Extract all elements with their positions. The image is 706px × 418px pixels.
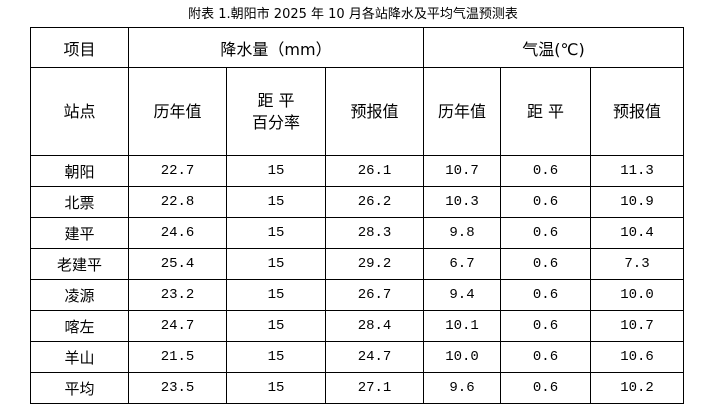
value-cell: 15 — [226, 341, 326, 373]
header-cell: 距 平百分率 — [226, 67, 326, 156]
value-cell: 15 — [226, 310, 326, 342]
value-cell: 11.3 — [590, 155, 684, 187]
station-cell: 平均 — [30, 372, 129, 404]
value-cell: 27.1 — [325, 372, 424, 404]
value-cell: 22.7 — [128, 155, 227, 187]
data-row: 老建平 25.4 15 29.2 6.7 0.6 7.3 — [30, 248, 684, 280]
value-cell: 15 — [226, 372, 326, 404]
column-header-row: 站点 历年值距 平百分率 预报值 历年值距 平预报值 — [30, 67, 684, 156]
header-cell: 项目 — [30, 27, 129, 68]
value-cell: 10.7 — [590, 310, 684, 342]
value-cell: 23.2 — [128, 279, 227, 311]
value-cell: 28.3 — [325, 217, 424, 249]
value-cell: 21.5 — [128, 341, 227, 373]
value-cell: 0.6 — [500, 372, 591, 404]
value-cell: 26.7 — [325, 279, 424, 311]
data-row: 建平 24.6 15 28.3 9.8 0.6 10.4 — [30, 217, 684, 249]
value-cell: 26.2 — [325, 186, 424, 218]
header-cell: 预报值 — [590, 67, 684, 156]
value-cell: 15 — [226, 279, 326, 311]
header-line: 百分率 — [251, 112, 300, 132]
value-cell: 22.8 — [128, 186, 227, 218]
value-cell: 0.6 — [500, 310, 591, 342]
station-cell: 北票 — [30, 186, 129, 218]
forecast-table: 项目 降水量（mm） 气温(℃) 站点 历年值距 平百分率 预报值 历年值距 平预报值… — [30, 27, 684, 404]
value-cell: 24.7 — [128, 310, 227, 342]
station-cell: 建平 — [30, 217, 129, 249]
value-cell: 10.0 — [423, 341, 501, 373]
value-cell: 10.4 — [590, 217, 684, 249]
data-row: 朝阳 22.7 15 26.1 10.7 0.6 11.3 — [30, 155, 684, 187]
header-cell: 历年值 — [128, 67, 227, 156]
value-cell: 15 — [226, 186, 326, 218]
group-header-row: 项目 降水量（mm） 气温(℃) — [30, 27, 684, 68]
value-cell: 7.3 — [590, 248, 684, 280]
value-cell: 24.6 — [128, 217, 227, 249]
data-row: 喀左 24.7 15 28.4 10.1 0.6 10.7 — [30, 310, 684, 342]
table-title: 附表 1.朝阳市 2025 年 10 月各站降水及平均气温预测表 — [188, 7, 518, 22]
value-cell: 9.8 — [423, 217, 501, 249]
value-cell: 10.0 — [590, 279, 684, 311]
value-cell: 9.6 — [423, 372, 501, 404]
value-cell: 26.1 — [325, 155, 424, 187]
value-cell: 15 — [226, 155, 326, 187]
header-cell: 站点 — [30, 67, 129, 156]
value-cell: 0.6 — [500, 341, 591, 373]
station-cell: 喀左 — [30, 310, 129, 342]
value-cell: 0.6 — [500, 248, 591, 280]
value-cell: 15 — [226, 217, 326, 249]
value-cell: 15 — [226, 248, 326, 280]
station-cell: 朝阳 — [30, 155, 129, 187]
header-line: 距 平 — [257, 90, 295, 110]
station-cell: 凌源 — [30, 279, 129, 311]
value-cell: 29.2 — [325, 248, 424, 280]
value-cell: 25.4 — [128, 248, 227, 280]
value-cell: 10.3 — [423, 186, 501, 218]
value-cell: 0.6 — [500, 279, 591, 311]
value-cell: 0.6 — [500, 217, 591, 249]
value-cell: 0.6 — [500, 186, 591, 218]
data-row: 羊山 21.5 15 24.7 10.0 0.6 10.6 — [30, 341, 684, 373]
header-cell: 预报值 — [325, 67, 424, 156]
data-row: 凌源 23.2 15 26.7 9.4 0.6 10.0 — [30, 279, 684, 311]
header-cell: 距 平 — [500, 67, 591, 156]
value-cell: 24.7 — [325, 341, 424, 373]
header-cell: 气温(℃) — [423, 27, 684, 68]
station-cell: 羊山 — [30, 341, 129, 373]
data-row: 北票 22.8 15 26.2 10.3 0.6 10.9 — [30, 186, 684, 218]
value-cell: 10.6 — [590, 341, 684, 373]
header-cell: 历年值 — [423, 67, 501, 156]
value-cell: 10.2 — [590, 372, 684, 404]
header-cell: 降水量（mm） — [128, 27, 424, 68]
value-cell: 0.6 — [500, 155, 591, 187]
data-row: 平均 23.5 15 27.1 9.6 0.6 10.2 — [30, 372, 684, 404]
value-cell: 10.7 — [423, 155, 501, 187]
value-cell: 23.5 — [128, 372, 227, 404]
station-cell: 老建平 — [30, 248, 129, 280]
value-cell: 28.4 — [325, 310, 424, 342]
value-cell: 10.1 — [423, 310, 501, 342]
value-cell: 10.9 — [590, 186, 684, 218]
value-cell: 6.7 — [423, 248, 501, 280]
value-cell: 9.4 — [423, 279, 501, 311]
